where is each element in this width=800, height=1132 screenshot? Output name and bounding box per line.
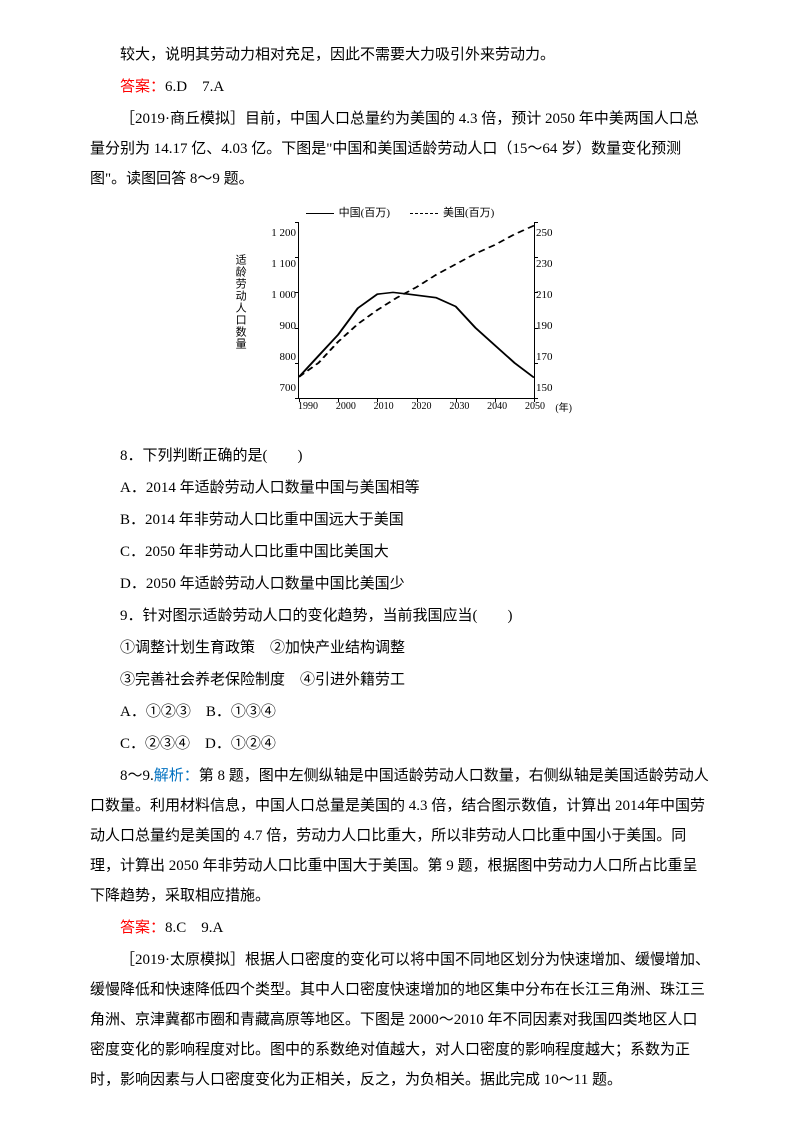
question-8: 8．下列判断正确的是( ) (90, 441, 710, 471)
y-right-labels: 250 230 210 190 170 150 (536, 222, 560, 399)
labor-population-chart: 中国(百万) 美国(百万) 适龄劳动人口数量 1 200 1 100 1 000… (230, 202, 570, 427)
q8-option-c: C．2050 年非劳动人口比重中国比美国大 (90, 537, 710, 567)
q9-option-cd: C．②③④ D．①②④ (90, 729, 710, 759)
answer-6-7: 答案：6.D 7.A (90, 72, 710, 102)
answer-value: 8.C 9.A (165, 920, 223, 936)
y-axis-title: 适龄劳动人口数量 (234, 254, 246, 350)
legend-usa: 美国(百万) (410, 202, 494, 224)
y-left-labels: 1 200 1 100 1 000 900 800 700 (266, 222, 296, 399)
explanation-8-9: 8～9.解析：第 8 题，图中左侧纵轴是中国适龄劳动人口数量，右侧纵轴是美国适龄… (90, 761, 710, 911)
answer-label: 答案： (120, 79, 165, 95)
legend-line-solid-icon (306, 213, 334, 214)
answer-value: 6.D 7.A (165, 79, 224, 95)
exp-prefix: 8～9. (120, 768, 154, 784)
q9-statements-2: ③完善社会养老保险制度 ④引进外籍劳工 (90, 665, 710, 695)
q8-option-d: D．2050 年适龄劳动人口数量中国比美国少 (90, 569, 710, 599)
plot-area (298, 222, 535, 399)
passage-10-11: ［2019·太原模拟］根据人口密度的变化可以将中国不同地区划分为快速增加、缓慢增… (90, 945, 710, 1095)
china-line (299, 292, 534, 377)
text-continuation: 较大，说明其劳动力相对充足，因此不需要大力吸引外来劳动力。 (90, 40, 710, 70)
exp-text: 第 8 题，图中左侧纵轴是中国适龄劳动人口数量，右侧纵轴是美国适龄劳动人口数量。… (90, 768, 709, 904)
q9-statements-1: ①调整计划生育政策 ②加快产业结构调整 (90, 633, 710, 663)
x-axis-unit: (年) (555, 399, 572, 419)
x-labels: 1990 2000 2010 2020 2030 2040 2050 (298, 397, 535, 417)
legend-china: 中国(百万) (306, 202, 390, 224)
legend-china-label: 中国(百万) (339, 202, 390, 224)
answer-8-9: 答案：8.C 9.A (90, 913, 710, 943)
q8-option-b: B．2014 年非劳动人口比重中国远大于美国 (90, 505, 710, 535)
q9-option-ab: A．①②③ B．①③④ (90, 697, 710, 727)
answer-label: 答案： (120, 920, 165, 936)
exp-label: 解析： (154, 768, 199, 784)
legend-line-dashed-icon (410, 213, 438, 214)
q8-option-a: A．2014 年适龄劳动人口数量中国与美国相等 (90, 473, 710, 503)
usa-line (299, 226, 534, 377)
question-9: 9．针对图示适龄劳动人口的变化趋势，当前我国应当( ) (90, 601, 710, 631)
legend-usa-label: 美国(百万) (443, 202, 494, 224)
chart-svg (299, 222, 534, 398)
chart-legend: 中国(百万) 美国(百万) (230, 202, 570, 224)
passage-8-9: ［2019·商丘模拟］目前，中国人口总量约为美国的 4.3 倍，预计 2050 … (90, 104, 710, 194)
